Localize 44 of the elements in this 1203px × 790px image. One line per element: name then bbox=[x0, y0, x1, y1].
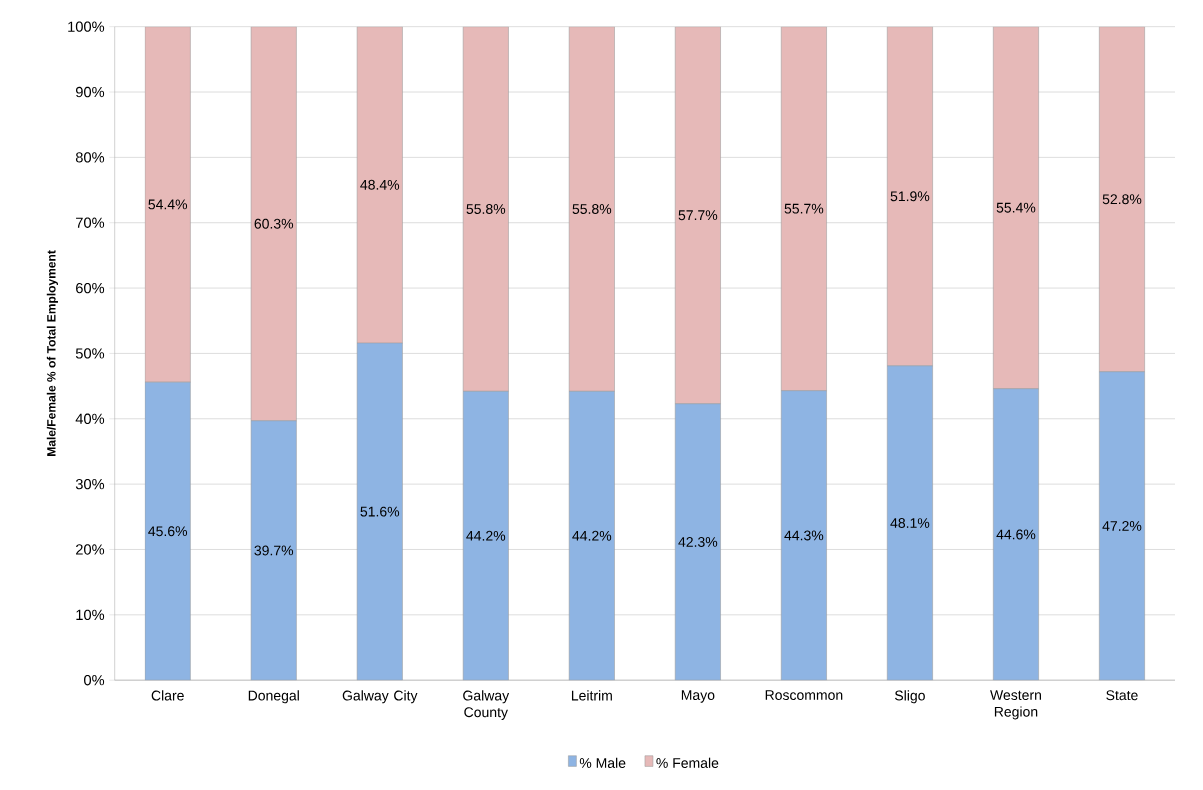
data-label: 51.6% bbox=[360, 506, 400, 517]
data-label: 54.4% bbox=[148, 199, 188, 210]
data-label: 39.7% bbox=[254, 545, 294, 556]
data-label: 55.4% bbox=[996, 202, 1036, 213]
y-tick-label: 50% bbox=[75, 348, 105, 359]
y-tick-label: 80% bbox=[75, 152, 105, 163]
x-tick-label: Sligo bbox=[894, 690, 925, 704]
y-tick-label: 90% bbox=[75, 87, 105, 98]
y-tick-label: 100% bbox=[68, 21, 105, 33]
data-label: 48.1% bbox=[890, 518, 930, 529]
x-tick-label: Donegal bbox=[248, 690, 299, 704]
x-tick-label: Leitrim bbox=[571, 690, 612, 701]
y-tick-label: 10% bbox=[76, 609, 105, 621]
data-label: 57.7% bbox=[678, 210, 718, 221]
x-tick-label: Clare bbox=[151, 690, 184, 701]
data-label: 52.8% bbox=[1102, 194, 1142, 205]
y-tick-label: 40% bbox=[75, 413, 105, 425]
data-label: 55.8% bbox=[572, 204, 612, 215]
y-tick-label: 0% bbox=[84, 675, 105, 686]
x-tick-label: Roscommon bbox=[765, 690, 843, 701]
data-label: 44.3% bbox=[784, 530, 824, 541]
legend-label: % Female bbox=[656, 757, 719, 769]
data-label: 51.9% bbox=[890, 191, 930, 202]
x-tick-label: Galway City bbox=[342, 690, 418, 704]
y-tick-label: 60% bbox=[76, 283, 105, 294]
data-label: 47.2% bbox=[1102, 521, 1142, 532]
x-tick-label: Galway County bbox=[463, 690, 510, 721]
y-tick-label: 20% bbox=[76, 544, 105, 555]
data-label: 44.2% bbox=[572, 531, 612, 541]
x-tick-label: State bbox=[1106, 690, 1138, 701]
y-axis-title: Male/Female % of Total Employment bbox=[46, 250, 58, 457]
data-label: 44.2% bbox=[466, 531, 506, 541]
data-label: 48.4% bbox=[360, 180, 400, 190]
data-label: 55.7% bbox=[784, 203, 824, 214]
legend-label: % Male bbox=[579, 757, 626, 769]
y-tick-label: 30% bbox=[75, 479, 105, 490]
x-tick-label: Mayo bbox=[681, 690, 715, 703]
y-tick-label: 70% bbox=[76, 217, 105, 229]
data-label: 55.8% bbox=[466, 204, 506, 215]
x-tick-label: Western Region bbox=[990, 690, 1041, 720]
data-label: 44.6% bbox=[996, 529, 1036, 540]
data-label: 42.3% bbox=[678, 537, 718, 548]
data-label: 45.6% bbox=[148, 526, 188, 537]
data-label: 60.3% bbox=[254, 218, 294, 229]
